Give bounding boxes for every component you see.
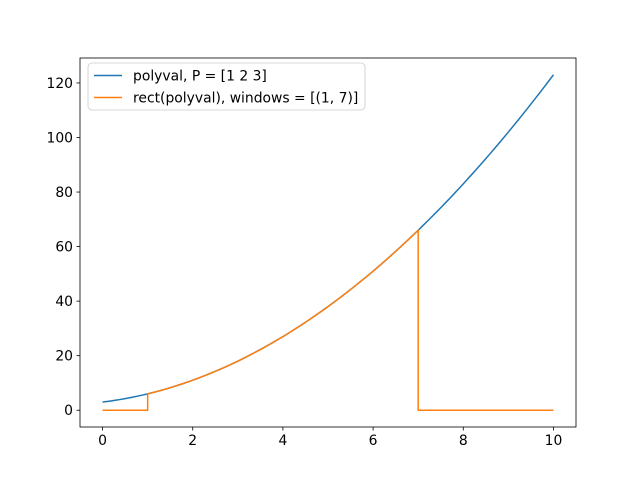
x-tick-label: 10 — [545, 433, 563, 449]
legend-label-polyval: polyval, P = [1 2 3] — [133, 69, 267, 85]
legend: polyval, P = [1 2 3] rect(polyval), wind… — [87, 62, 366, 111]
legend-label-rect-polyval: rect(polyval), windows = [(1, 7)] — [133, 91, 358, 107]
x-tick-label: 8 — [459, 433, 468, 449]
x-axis: 0 2 4 6 8 10 — [98, 427, 562, 449]
plot-area — [79, 57, 577, 428]
y-axis: 0 20 40 60 80 100 120 — [46, 76, 80, 419]
x-tick-label: 0 — [98, 433, 107, 449]
y-tick-label: 120 — [46, 76, 73, 92]
y-tick-label: 0 — [64, 403, 73, 419]
line-rect-polyval — [102, 229, 554, 411]
y-tick-label: 40 — [55, 294, 73, 310]
x-tick-label: 4 — [278, 433, 287, 449]
y-tick-label: 20 — [55, 349, 73, 365]
y-tick-label: 100 — [46, 131, 73, 147]
x-tick-label: 6 — [369, 433, 378, 449]
x-tick-label: 2 — [188, 433, 197, 449]
y-tick-label: 60 — [55, 240, 73, 256]
legend-box — [87, 62, 366, 111]
y-tick-label: 80 — [55, 185, 73, 201]
